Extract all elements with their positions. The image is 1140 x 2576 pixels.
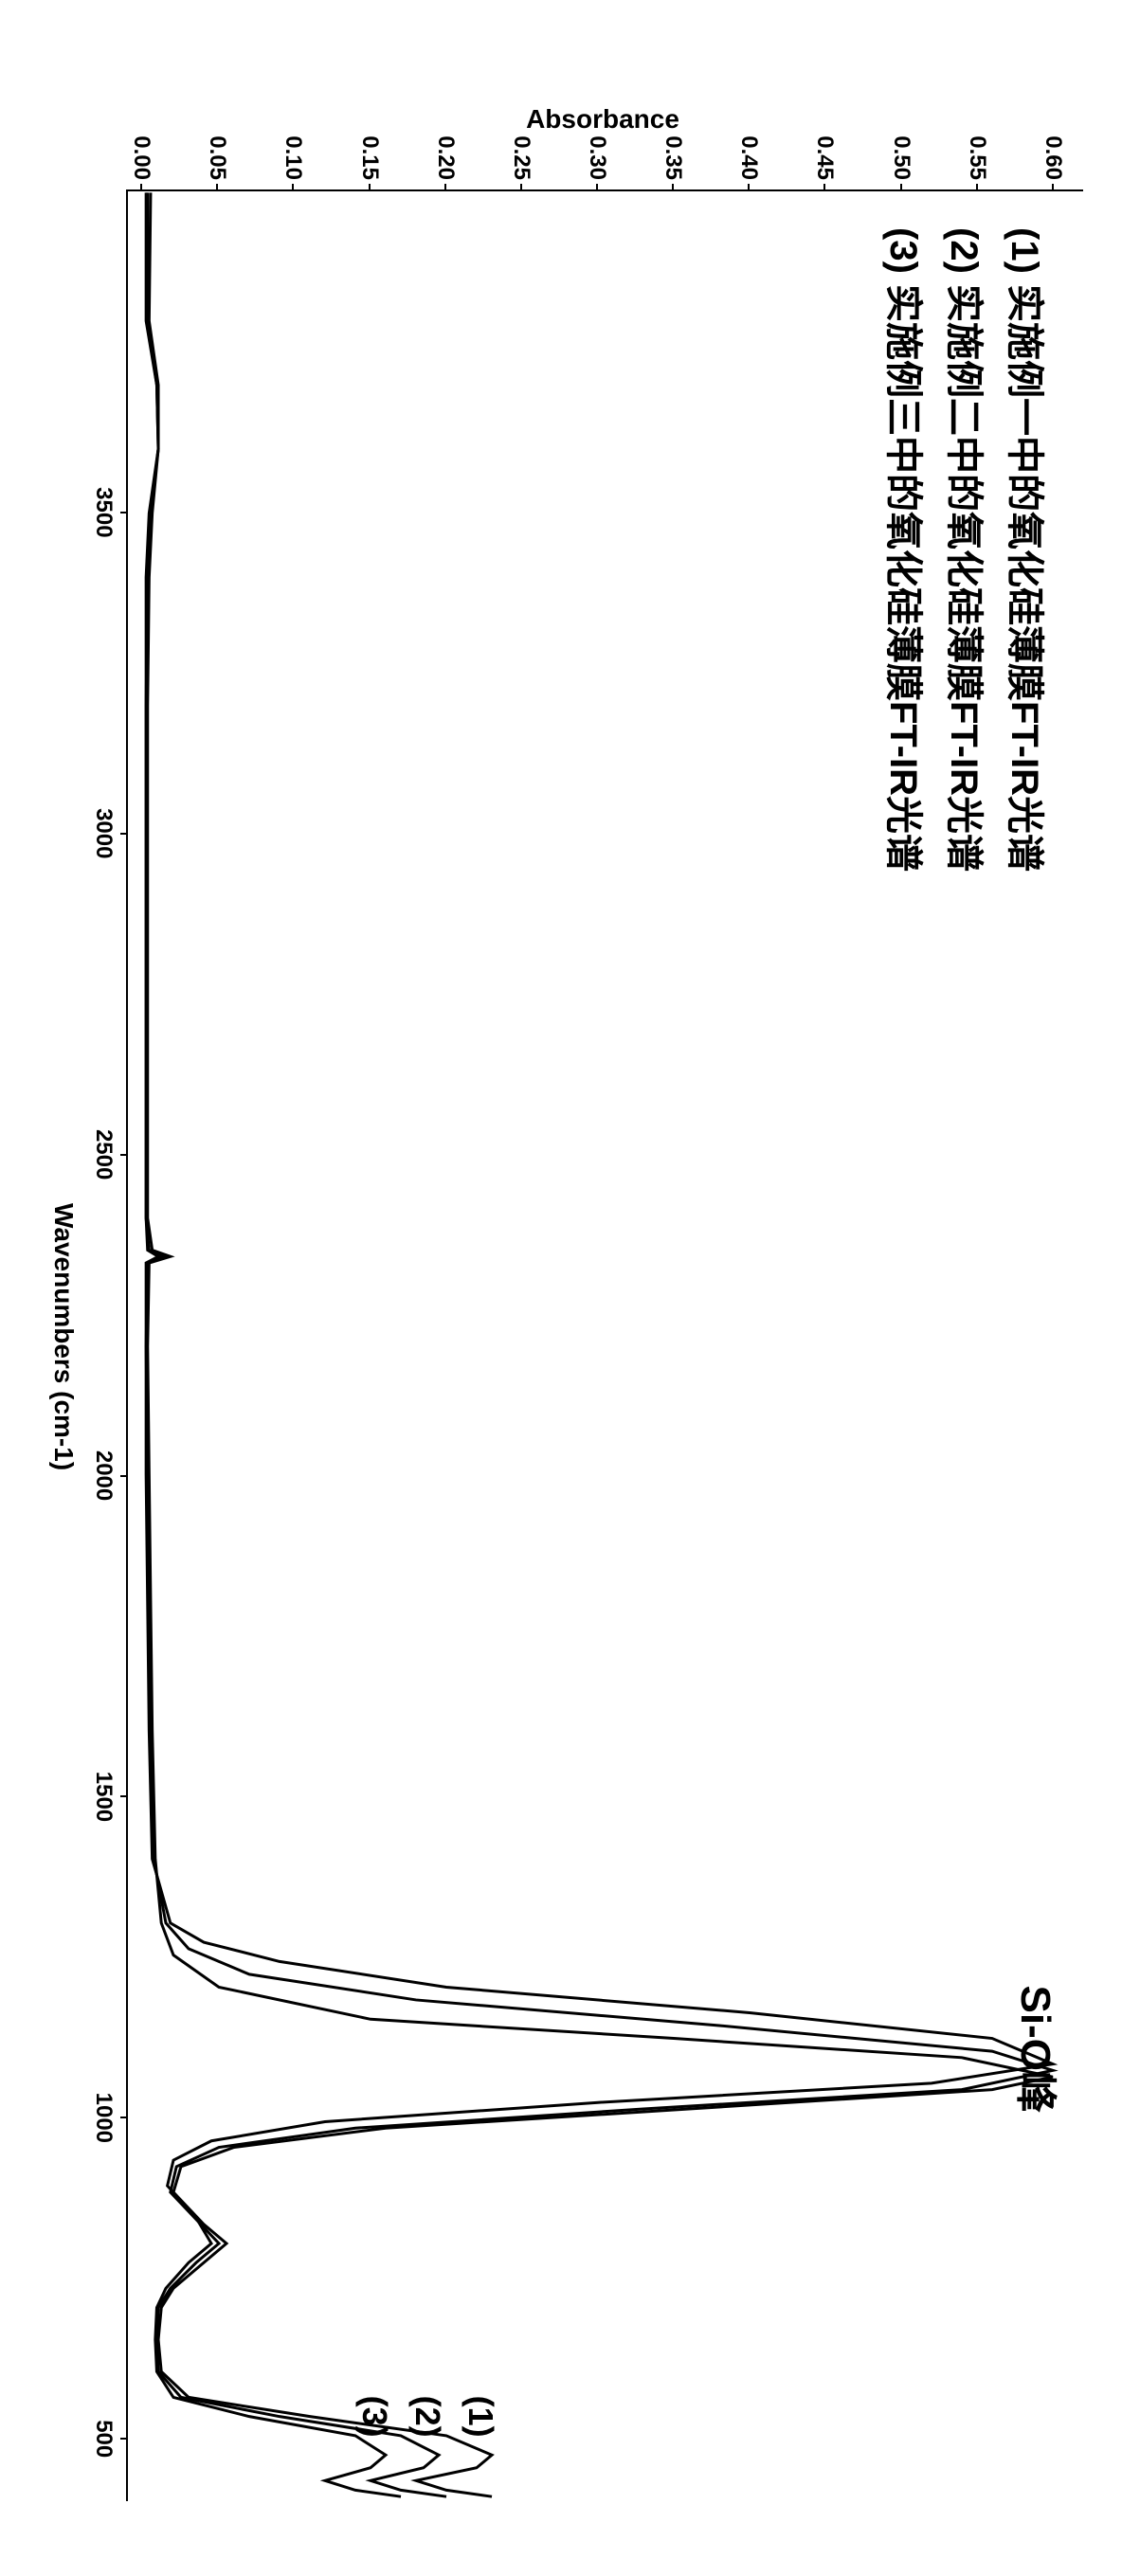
y-tick-label: 0.00 bbox=[128, 135, 154, 180]
trace-annotation: (3) bbox=[354, 2396, 394, 2438]
trace-annotation: (1) bbox=[461, 2396, 500, 2438]
x-tick-label: 500 bbox=[90, 2420, 117, 2458]
x-tick-label: 1000 bbox=[90, 2093, 117, 2143]
y-tick-label: 0.25 bbox=[508, 135, 534, 180]
y-tick bbox=[672, 184, 674, 191]
peak-annotation: Si-O峰 bbox=[1009, 1986, 1070, 2113]
y-tick bbox=[140, 184, 142, 191]
x-tick bbox=[120, 833, 128, 835]
y-tick-label: 0.45 bbox=[811, 135, 838, 180]
y-tick-label: 0.10 bbox=[280, 135, 306, 180]
y-tick-label: 0.05 bbox=[204, 135, 230, 180]
legend-item: (3) 实施例三中的氧化硅薄膜FT-IR光谱 bbox=[873, 227, 933, 872]
y-tick bbox=[596, 184, 598, 191]
y-axis-title: Absorbance bbox=[526, 104, 679, 135]
y-tick-label: 0.55 bbox=[964, 135, 990, 180]
y-tick bbox=[216, 184, 218, 191]
x-tick-label: 2500 bbox=[90, 1129, 117, 1180]
y-tick bbox=[976, 184, 978, 191]
legend: (1) 实施例一中的氧化硅薄膜FT-IR光谱(2) 实施例二中的氧化硅薄膜FT-… bbox=[873, 227, 1055, 872]
x-tick-label: 3500 bbox=[90, 487, 117, 537]
y-tick-label: 0.15 bbox=[356, 135, 383, 180]
trace-annotation: (2) bbox=[407, 2396, 447, 2438]
y-tick bbox=[900, 184, 902, 191]
x-tick-label: 2000 bbox=[90, 1450, 117, 1501]
x-axis-title: Wavenumbers (cm-1) bbox=[48, 1203, 79, 1470]
x-tick-label: 3000 bbox=[90, 808, 117, 858]
y-tick bbox=[292, 184, 294, 191]
x-tick bbox=[120, 1795, 128, 1797]
x-tick bbox=[120, 1154, 128, 1156]
y-tick-label: 0.35 bbox=[660, 135, 686, 180]
x-tick bbox=[120, 512, 128, 513]
y-tick-label: 0.50 bbox=[888, 135, 914, 180]
x-tick bbox=[120, 2117, 128, 2118]
x-tick bbox=[120, 2438, 128, 2440]
chart-stage: 0.00 0.05 0.10 0.15 0.20 0.25 0.30 0.35 0.40 0.45… bbox=[0, 0, 1140, 2576]
y-tick-label: 0.60 bbox=[1040, 135, 1066, 180]
y-tick-label: 0.40 bbox=[735, 135, 762, 180]
y-tick bbox=[369, 184, 371, 191]
x-tick bbox=[120, 1475, 128, 1477]
y-tick-label: 0.30 bbox=[584, 135, 610, 180]
ftir-chart: 0.00 0.05 0.10 0.15 0.20 0.25 0.30 0.35 0.40 0.45… bbox=[0, 0, 1140, 2576]
y-tick-label: 0.20 bbox=[432, 135, 459, 180]
y-tick bbox=[823, 184, 825, 191]
y-tick bbox=[748, 184, 750, 191]
y-tick bbox=[1052, 184, 1054, 191]
legend-item: (1) 实施例一中的氧化硅薄膜FT-IR光谱 bbox=[994, 227, 1055, 872]
y-tick bbox=[520, 184, 522, 191]
y-tick bbox=[444, 184, 446, 191]
x-tick-label: 1500 bbox=[90, 1772, 117, 1822]
legend-item: (2) 实施例二中的氧化硅薄膜FT-IR光谱 bbox=[933, 227, 994, 872]
